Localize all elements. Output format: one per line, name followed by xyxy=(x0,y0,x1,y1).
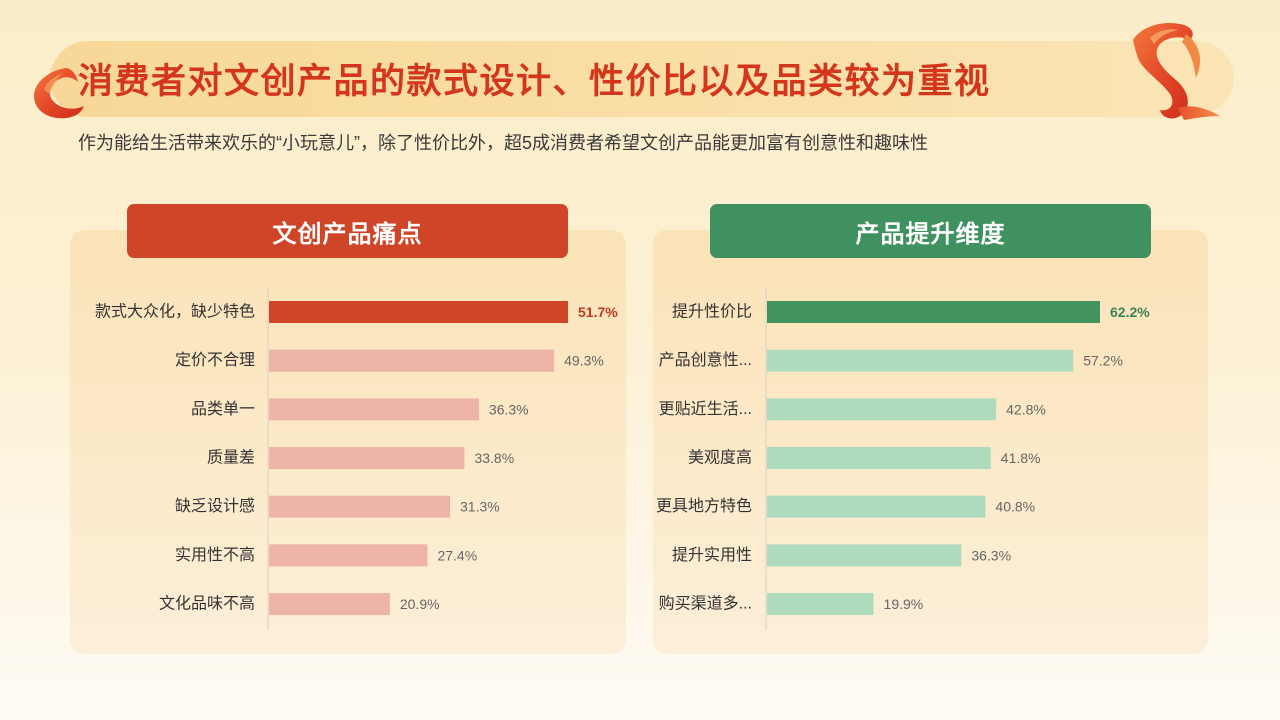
improvement-value-label-2: 57.2% xyxy=(1083,353,1123,369)
pain-point-value-label-1: 51.7% xyxy=(578,304,618,320)
pain-points-header-title: 文创产品痛点 xyxy=(272,220,423,248)
pain-point-category-label-5: 缺乏设计感 xyxy=(175,497,255,515)
improvement-value-label-4: 41.8% xyxy=(1001,450,1041,466)
improvement-value-label-7: 19.9% xyxy=(884,596,924,612)
pain-points-card: 款式大众化，缺少特色 51.7% 定价不合理 49.3% 品类单一 36.3% 质量差 33.… xyxy=(70,230,626,654)
improvement-category-label-3: 更贴近生活... xyxy=(659,400,752,418)
pain-point-value-label-7: 20.9% xyxy=(400,596,440,612)
improvement-header-title: 产品提升维度 xyxy=(855,220,1006,248)
pain-point-bar-3 xyxy=(269,398,479,421)
pain-point-value-label-2: 49.3% xyxy=(564,353,604,369)
improvement-value-label-1: 62.2% xyxy=(1110,304,1150,320)
improvement-category-label-4: 美观度高 xyxy=(688,449,752,467)
pain-point-bar-1 xyxy=(269,301,568,323)
improvement-bar-3 xyxy=(767,398,997,421)
improvement-bar-7 xyxy=(767,593,874,616)
improvement-bar-1 xyxy=(767,301,1100,323)
pain-point-value-label-3: 36.3% xyxy=(489,401,529,417)
improvement-bar-2 xyxy=(767,349,1074,372)
improvement-card: 提升性价比 62.2% 产品创意性... 57.2% 更贴近生活... 42.8% 美观度高… xyxy=(653,230,1208,654)
improvement-category-label-6: 提升实用性 xyxy=(672,546,752,564)
pain-point-bar-4 xyxy=(269,447,465,470)
pain-point-value-label-6: 27.4% xyxy=(437,547,477,563)
pain-point-category-label-3: 品类单一 xyxy=(191,400,255,418)
pain-point-category-label-1: 款式大众化，缺少特色 xyxy=(95,303,255,321)
improvement-bar-4 xyxy=(767,447,991,470)
improvement-category-label-7: 购买渠道多... xyxy=(659,595,752,613)
pain-point-bar-5 xyxy=(269,495,451,518)
pain-point-category-label-7: 文化品味不高 xyxy=(159,595,255,613)
page-title: 消费者对文创产品的款式设计、性价比以及品类较为重视 xyxy=(78,62,991,101)
improvement-value-label-3: 42.8% xyxy=(1006,401,1046,417)
improvement-category-label-2: 产品创意性... xyxy=(659,350,752,369)
pain-point-value-label-4: 33.8% xyxy=(474,450,514,466)
pain-point-value-label-5: 31.3% xyxy=(460,499,500,515)
title-banner xyxy=(50,41,1232,117)
pain-point-category-label-6: 实用性不高 xyxy=(175,546,255,564)
improvement-chart: 提升性价比 62.2% 产品创意性... 57.2% 更贴近生活... 42.8% 美观度高… xyxy=(656,288,1150,630)
pain-point-bar-2 xyxy=(269,349,555,372)
improvement-bar-6 xyxy=(767,544,962,567)
improvement-header: 产品提升维度 xyxy=(710,204,1151,258)
ribbon-left-decoration xyxy=(34,68,84,119)
ribbon-right-decoration xyxy=(1133,22,1220,120)
improvement-value-label-6: 36.3% xyxy=(971,547,1011,563)
improvement-category-label-1: 提升性价比 xyxy=(672,303,752,321)
pain-point-category-label-2: 定价不合理 xyxy=(175,351,255,369)
pain-point-category-label-4: 质量差 xyxy=(207,449,255,467)
improvement-value-label-5: 40.8% xyxy=(995,499,1035,515)
improvement-bar-5 xyxy=(767,495,986,518)
improvement-category-label-5: 更具地方特色 xyxy=(656,497,752,515)
pain-points-chart: 款式大众化，缺少特色 51.7% 定价不合理 49.3% 品类单一 36.3% 质量差 33.… xyxy=(95,288,618,630)
pain-points-header: 文创产品痛点 xyxy=(127,204,568,258)
page-subtitle: 作为能给生活带来欢乐的“小玩意儿”，除了性价比外，超5成消费者希望文创产品能更加… xyxy=(78,133,928,153)
pain-point-bar-6 xyxy=(269,544,428,567)
pain-point-bar-7 xyxy=(269,593,390,616)
